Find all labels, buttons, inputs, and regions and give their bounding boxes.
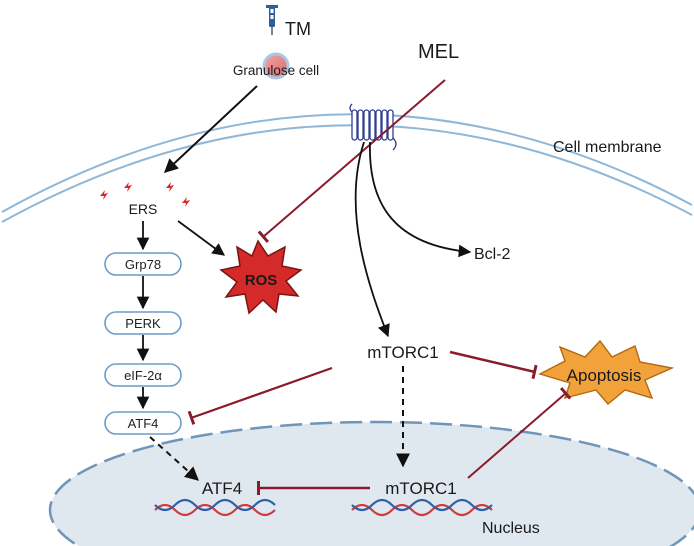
tm-label: TM <box>285 19 311 39</box>
nucleus <box>48 420 694 546</box>
arrow-granulose-to-ers <box>163 85 258 173</box>
granulose-cell-icon <box>262 52 290 80</box>
ros-burst-icon <box>219 239 303 315</box>
inhibition-mel-to-ros <box>257 79 446 243</box>
lightning-icon <box>100 182 190 207</box>
bcl2-label: Bcl-2 <box>474 246 511 263</box>
atf4-box <box>104 411 182 435</box>
dna-strand-right <box>351 498 493 517</box>
dna-strand-left <box>154 498 276 517</box>
arrow-receptor-to-mtorc1 <box>354 141 390 338</box>
grp78-label: Grp78 <box>125 257 161 272</box>
perk-label: PERK <box>125 316 161 331</box>
eif2a-box <box>104 363 182 387</box>
atf4-nucleus-label: ATF4 <box>202 479 242 498</box>
syringe-icon <box>266 5 278 35</box>
ers-label: ERS <box>129 201 158 217</box>
mtorc1-cytoplasm-label: mTORC1 <box>367 343 438 362</box>
inhibition-mtorc1-to-atf4 <box>187 366 333 425</box>
cell-membrane <box>1 113 693 223</box>
granulose-cell-label: Granulose cell <box>233 63 319 78</box>
nucleus-label: Nucleus <box>482 520 540 537</box>
mel-label: MEL <box>418 41 459 63</box>
ros-label: ROS <box>245 272 278 289</box>
apoptosis-label: Apoptosis <box>567 366 642 385</box>
mtorc1-nucleus-label: mTORC1 <box>385 479 456 498</box>
grp78-box <box>104 252 182 276</box>
inhibition-mtorc1-to-apoptosis <box>449 350 538 380</box>
arrow-ers-to-ros <box>177 220 226 256</box>
arrow-receptor-to-bcl2 <box>369 141 472 258</box>
perk-box <box>104 311 182 335</box>
eif2a-label: eIF-2α <box>124 368 162 383</box>
apoptosis-burst-icon <box>538 339 675 405</box>
atf4-cytoplasm-label: ATF4 <box>128 416 159 431</box>
inhibition-nucleus-mtorc1-to-apoptosis <box>467 387 572 479</box>
cell-membrane-label: Cell membrane <box>553 139 662 156</box>
